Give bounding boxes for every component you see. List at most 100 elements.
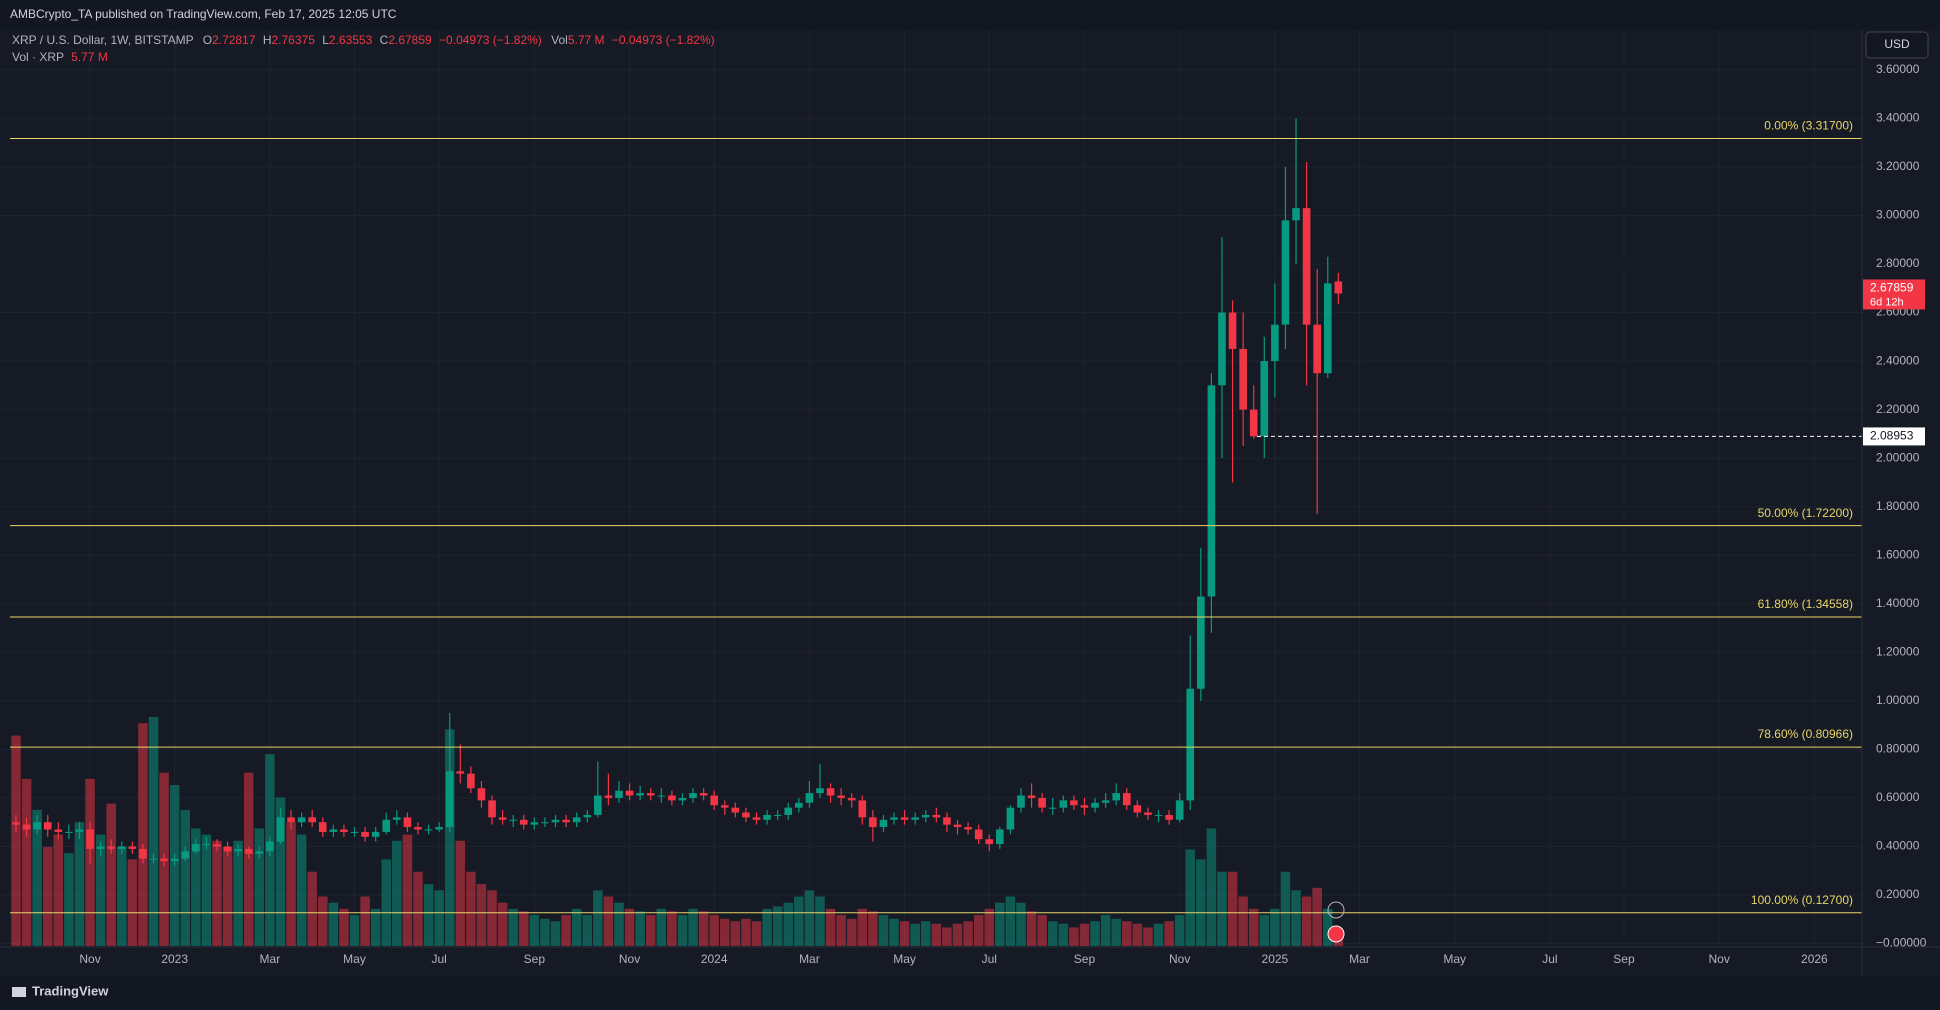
candle-body bbox=[900, 817, 909, 820]
volume-bar bbox=[318, 896, 328, 946]
candle-body bbox=[636, 793, 644, 796]
candle-body bbox=[202, 844, 211, 846]
volume-bar bbox=[1280, 871, 1291, 946]
candle-body bbox=[234, 848, 242, 852]
candle-body bbox=[784, 807, 793, 815]
volume-bar bbox=[783, 902, 794, 946]
candle-body bbox=[657, 795, 666, 797]
volume-bar bbox=[286, 822, 296, 946]
volume-bar bbox=[1026, 911, 1037, 946]
candle-body bbox=[456, 771, 465, 774]
volume-bar bbox=[1333, 938, 1344, 946]
candle-body bbox=[805, 793, 814, 803]
candle-body bbox=[1091, 802, 1099, 808]
volume-bar bbox=[1090, 921, 1100, 946]
candle-body bbox=[943, 817, 951, 825]
volume-bar bbox=[32, 809, 42, 946]
candle-body bbox=[604, 795, 613, 798]
volume-bar bbox=[497, 902, 508, 946]
volume-bar bbox=[1301, 896, 1312, 946]
currency-button[interactable] bbox=[1865, 31, 1929, 59]
candle-body bbox=[974, 829, 983, 840]
legend-low: 2.63553 bbox=[329, 33, 373, 47]
candle-body bbox=[65, 831, 73, 833]
volume-bar bbox=[106, 803, 116, 946]
candle-body bbox=[170, 858, 179, 862]
volume-bar bbox=[1248, 908, 1259, 946]
x-tick-label: Nov bbox=[1709, 952, 1730, 966]
candle-body bbox=[996, 829, 1004, 845]
volume-bar bbox=[910, 923, 920, 946]
volume-bar bbox=[825, 908, 836, 946]
event-icon[interactable] bbox=[1327, 901, 1345, 919]
header-bar bbox=[0, 0, 1940, 30]
volume-bar bbox=[730, 921, 741, 946]
volume-bar bbox=[899, 921, 910, 946]
candle-body bbox=[86, 829, 94, 849]
volume-bar bbox=[593, 890, 603, 946]
x-tick-label: 2023 bbox=[161, 952, 188, 966]
volume-bar bbox=[1153, 923, 1164, 946]
x-tick-label: Sep bbox=[1613, 952, 1635, 966]
candle-body bbox=[1070, 800, 1078, 806]
price-tag-countdown: 6d 12h bbox=[1870, 296, 1904, 308]
candle-body bbox=[1175, 800, 1184, 820]
candle-body bbox=[583, 814, 592, 818]
currency-label[interactable]: USD bbox=[1884, 37, 1910, 51]
candle-body bbox=[869, 817, 877, 828]
y-tick-label: 3.00000 bbox=[1876, 208, 1920, 222]
y-tick-label: 2.20000 bbox=[1876, 402, 1920, 416]
candle-body bbox=[477, 788, 486, 801]
candle-body bbox=[12, 822, 20, 825]
candle-body bbox=[1218, 312, 1226, 386]
candle-body bbox=[445, 771, 454, 828]
legend-volume: 5.77 M bbox=[568, 33, 605, 47]
price-tag bbox=[1863, 279, 1925, 310]
volume-bar bbox=[1323, 908, 1333, 946]
horizontal-line-tag bbox=[1863, 427, 1925, 446]
candle-body bbox=[625, 790, 634, 796]
volume-bar bbox=[487, 890, 497, 946]
x-tick-label: Sep bbox=[524, 952, 546, 966]
candle-body bbox=[858, 800, 867, 818]
x-tick-label: 2024 bbox=[701, 952, 728, 966]
candle-body bbox=[33, 822, 41, 830]
candle-body bbox=[509, 819, 518, 821]
x-tick-label: Mar bbox=[260, 952, 281, 966]
volume-bar bbox=[857, 908, 868, 946]
volume-legend-row: Vol · XRP 5.77 M bbox=[12, 50, 108, 64]
candle-body bbox=[1323, 283, 1332, 374]
candle-body bbox=[181, 851, 190, 859]
candle-body bbox=[128, 846, 137, 849]
y-tick-label: 1.20000 bbox=[1876, 644, 1920, 658]
volume-legend-value: 5.77 M bbox=[71, 50, 108, 64]
candle-body bbox=[551, 819, 560, 823]
volume-bar bbox=[931, 923, 942, 946]
volume-bar bbox=[1217, 871, 1227, 946]
candle-body bbox=[699, 793, 708, 796]
volume-bar bbox=[1291, 890, 1301, 946]
volume-bar bbox=[656, 908, 667, 946]
candle-body bbox=[541, 822, 549, 824]
candle-body bbox=[1207, 385, 1216, 597]
candle-body bbox=[689, 793, 697, 798]
candle-body bbox=[361, 831, 369, 837]
candle-body bbox=[773, 814, 782, 816]
volume-bar bbox=[1270, 908, 1280, 946]
volume-bar bbox=[571, 908, 582, 946]
volume-bar bbox=[508, 908, 518, 946]
y-tick-label: 3.60000 bbox=[1876, 62, 1920, 76]
volume-bar bbox=[201, 834, 212, 946]
volume-bar bbox=[1185, 849, 1196, 946]
candle-body bbox=[350, 831, 359, 833]
candle-body bbox=[488, 800, 496, 818]
event-icon[interactable] bbox=[1327, 925, 1345, 943]
volume-bar bbox=[1206, 828, 1217, 946]
candle-body bbox=[1281, 220, 1290, 325]
candle-body bbox=[678, 797, 687, 801]
candle-body bbox=[371, 831, 380, 837]
candle-body bbox=[1017, 795, 1025, 808]
candle-body bbox=[1271, 324, 1279, 362]
candle-body bbox=[318, 822, 327, 832]
